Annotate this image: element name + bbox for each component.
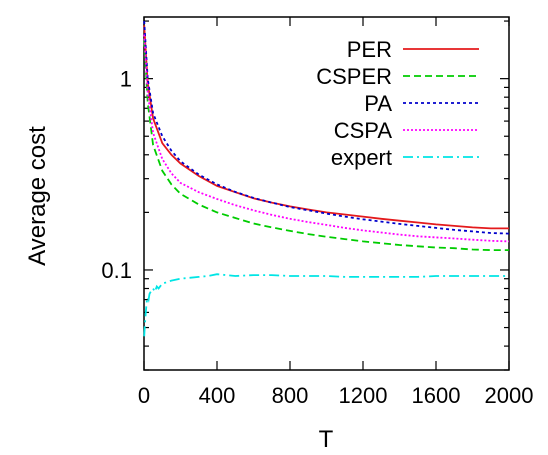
series-line-cspa [143, 34, 510, 243]
legend-label-per: PER [347, 37, 392, 62]
y-axis-label: Average cost [24, 126, 51, 266]
plot-frame [143, 16, 510, 371]
y-tick-label: 0.1 [101, 258, 132, 283]
axis-ticks [143, 17, 510, 371]
x-tick-label: 400 [199, 383, 236, 408]
x-tick-label: 2000 [485, 383, 534, 408]
x-tick-label: 0 [138, 383, 150, 408]
series-line-per [143, 25, 509, 230]
legend-label-cspa: CSPA [334, 118, 393, 143]
legend-label-expert: expert [331, 145, 392, 170]
x-tick-label: 800 [272, 383, 309, 408]
y-tick-label: 1 [120, 67, 132, 92]
axis-tick-labels: 0 400 800 1200 1600 2000 0.1 1 [101, 67, 533, 408]
series-lines [143, 21, 510, 337]
series-line-pa [143, 21, 510, 235]
legend-label-pa: PA [364, 91, 392, 116]
x-axis-label: T [319, 426, 334, 453]
legend-label-csper: CSPER [316, 64, 392, 89]
x-tick-label: 1600 [412, 383, 461, 408]
series-line-expert [143, 273, 509, 337]
x-tick-label: 1200 [339, 383, 388, 408]
series-line-csper [143, 39, 509, 251]
